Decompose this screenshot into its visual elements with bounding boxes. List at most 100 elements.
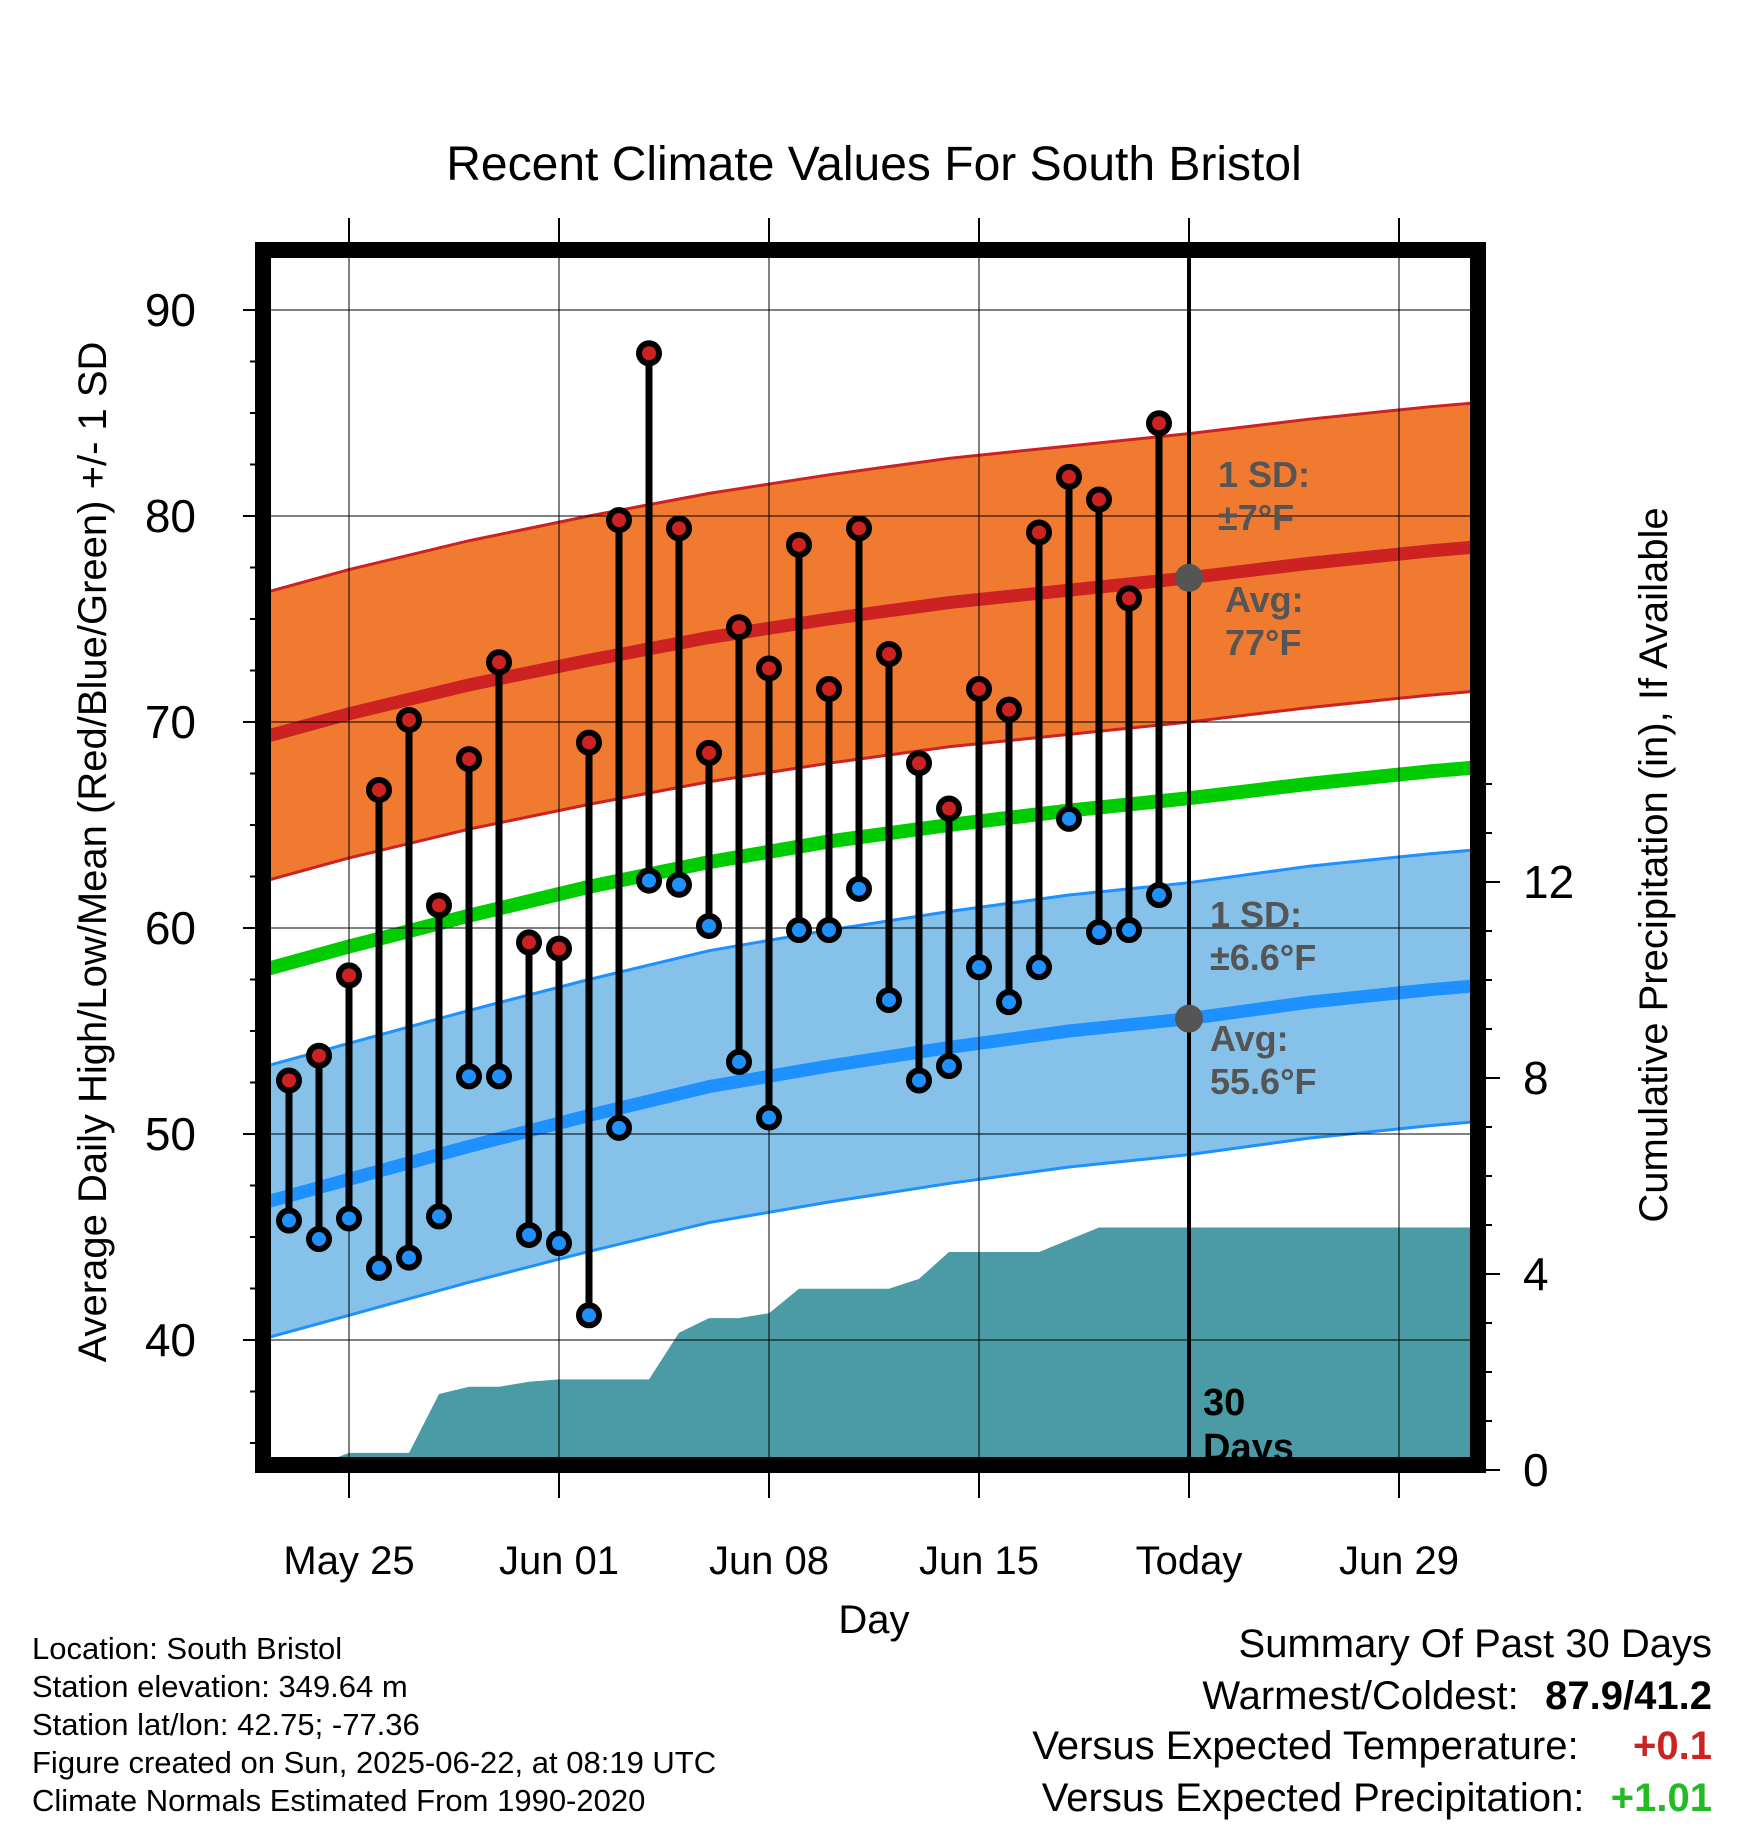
annotation-line2: ±7°F bbox=[1218, 497, 1294, 538]
high-point bbox=[996, 696, 1022, 723]
x-tick-label: Jun 08 bbox=[709, 1539, 829, 1583]
low-point bbox=[1146, 882, 1172, 909]
annotation-line2: ±6.6°F bbox=[1210, 937, 1316, 978]
low-point bbox=[576, 1302, 602, 1329]
high-point bbox=[366, 776, 392, 803]
plot-frame bbox=[255, 242, 1486, 1473]
station-info: Location: South Bristol Station elevatio… bbox=[32, 1630, 716, 1820]
annotation-line1: 1 SD: bbox=[1218, 454, 1310, 495]
low-point bbox=[1116, 917, 1142, 944]
temp-label: Versus Expected Temperature: bbox=[1032, 1724, 1579, 1768]
low-point bbox=[1026, 954, 1052, 981]
low-point bbox=[816, 917, 842, 944]
info-normals: Climate Normals Estimated From 1990-2020 bbox=[32, 1783, 646, 1818]
summary-title: Summary Of Past 30 Days bbox=[1239, 1622, 1712, 1667]
low-point bbox=[396, 1244, 422, 1271]
annotation-line1: Avg: bbox=[1225, 579, 1304, 620]
summary-precip: Versus Expected Precipitation: +1.01 bbox=[1042, 1776, 1712, 1821]
high-point bbox=[456, 746, 482, 773]
summary-title-text: Summary Of Past 30 Days bbox=[1238, 1622, 1712, 1666]
precip-label: Versus Expected Precipitation: bbox=[1041, 1776, 1585, 1820]
y-axis-label: Average Daily High/Low/Mean (Red/Blue/Gr… bbox=[71, 342, 115, 1363]
x-tick-label: Today bbox=[1136, 1539, 1243, 1583]
high-point bbox=[636, 340, 662, 367]
high-point bbox=[1146, 410, 1172, 437]
today-low-normal-dot bbox=[1175, 1004, 1203, 1033]
x-tick-label: May 25 bbox=[283, 1539, 414, 1583]
low-point bbox=[306, 1226, 332, 1253]
annotation-line2: 77°F bbox=[1225, 622, 1301, 663]
low-point bbox=[996, 989, 1022, 1016]
summary-temp: Versus Expected Temperature: +0.1 bbox=[1032, 1724, 1712, 1769]
summary-warmest: Warmest/Coldest: 87.9/41.2 bbox=[1202, 1674, 1712, 1719]
high-point bbox=[516, 929, 542, 956]
high-point bbox=[966, 676, 992, 703]
y2-tick-label: 0 bbox=[1523, 1444, 1549, 1496]
x-tick-label: Jun 15 bbox=[919, 1539, 1039, 1583]
low-point bbox=[756, 1104, 782, 1131]
low-point bbox=[936, 1053, 962, 1080]
annotation-line1: 1 SD: bbox=[1210, 894, 1302, 935]
high-point bbox=[1056, 463, 1082, 490]
high-point bbox=[786, 531, 812, 558]
high-point bbox=[306, 1042, 332, 1069]
low-point bbox=[426, 1203, 452, 1230]
high-point bbox=[1026, 519, 1052, 546]
high-point bbox=[276, 1067, 302, 1094]
high-sd-band bbox=[263, 402, 1478, 882]
x-tick-label: Jun 01 bbox=[499, 1539, 619, 1583]
low-point bbox=[366, 1254, 392, 1281]
high-point bbox=[336, 962, 362, 989]
y2-tick-label: 12 bbox=[1523, 856, 1574, 908]
info-latlon: Station lat/lon: 42.75; -77.36 bbox=[32, 1707, 420, 1742]
chart-title: Recent Climate Values For South Bristol bbox=[446, 138, 1301, 191]
low-point bbox=[456, 1063, 482, 1090]
low-point bbox=[516, 1221, 542, 1248]
x-tick-label: Jun 29 bbox=[1339, 1539, 1459, 1583]
precip-value: +1.01 bbox=[1610, 1776, 1712, 1820]
high-point bbox=[906, 750, 932, 777]
high-point bbox=[756, 655, 782, 682]
high-point bbox=[426, 892, 452, 919]
temp-value: +0.1 bbox=[1633, 1724, 1712, 1768]
high-point bbox=[396, 706, 422, 733]
high-point bbox=[936, 795, 962, 822]
low-point bbox=[906, 1067, 932, 1094]
low-point bbox=[276, 1207, 302, 1234]
annotation-line2: 55.6°F bbox=[1210, 1061, 1316, 1102]
high-point bbox=[486, 649, 512, 676]
x-axis-label: Day bbox=[838, 1598, 909, 1642]
y2-axis-label: Cumulative Precipitation (in), If Availa… bbox=[1632, 507, 1676, 1222]
y-tick-label: 80 bbox=[145, 490, 196, 542]
high-point bbox=[606, 507, 632, 534]
info-elevation: Station elevation: 349.64 m bbox=[32, 1669, 408, 1704]
low-point bbox=[336, 1205, 362, 1232]
low-point bbox=[1086, 919, 1112, 946]
high-point bbox=[726, 614, 752, 641]
y-tick-label: 70 bbox=[145, 696, 196, 748]
low-point bbox=[486, 1063, 512, 1090]
high-point bbox=[546, 935, 572, 962]
annotation-line1: 30 bbox=[1203, 1382, 1245, 1424]
low-point bbox=[636, 867, 662, 894]
low-point bbox=[696, 912, 722, 939]
info-location: Location: South Bristol bbox=[32, 1631, 343, 1666]
y2-tick-label: 8 bbox=[1523, 1052, 1549, 1104]
today-high-normal-dot bbox=[1175, 563, 1203, 592]
low-point bbox=[1056, 805, 1082, 832]
high-point bbox=[696, 739, 722, 766]
low-point bbox=[666, 871, 692, 898]
high-point bbox=[576, 729, 602, 756]
high-point bbox=[666, 515, 692, 542]
warmest-label: Warmest/Coldest: bbox=[1202, 1674, 1519, 1718]
low-point bbox=[726, 1048, 752, 1075]
high-point bbox=[1086, 486, 1112, 513]
warmest-value: 87.9/41.2 bbox=[1545, 1674, 1712, 1718]
low-sd-band bbox=[263, 849, 1478, 1339]
low-point bbox=[966, 954, 992, 981]
low-point bbox=[546, 1230, 572, 1257]
high-point bbox=[816, 676, 842, 703]
